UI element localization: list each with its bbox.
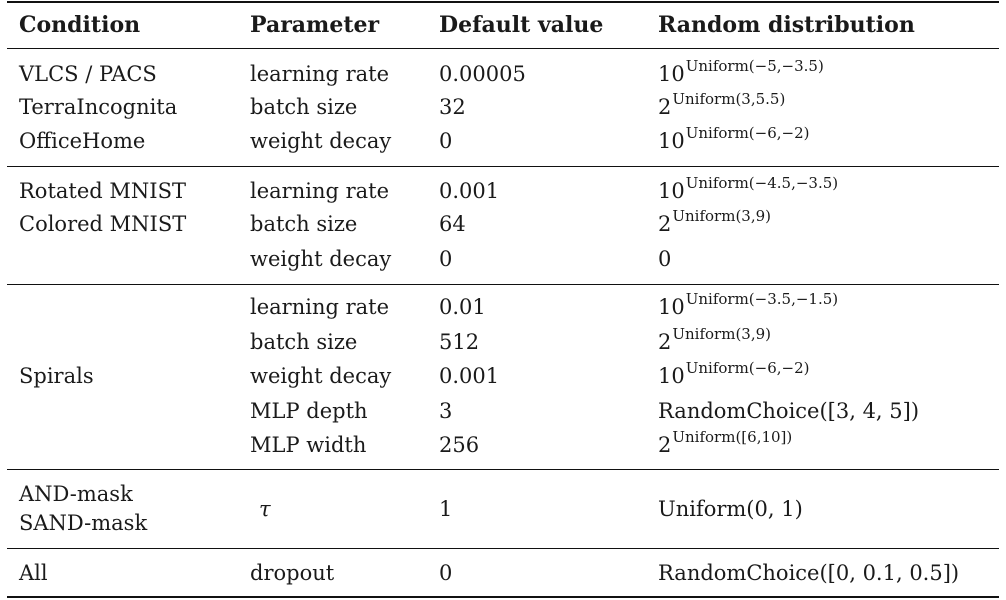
default-cell: 256 (439, 433, 480, 457)
group-rule (7, 166, 999, 167)
dist-exponent: Uniform(−5,−3.5) (685, 57, 824, 75)
default-cell: 512 (439, 330, 480, 354)
header-parameter: Parameter (250, 12, 380, 38)
parameter-cell: τ (259, 497, 271, 521)
condition-cell: SAND-mask (19, 511, 148, 535)
parameter-cell: batch size (250, 95, 358, 119)
dist-exponent: Uniform(−3.5,−1.5) (685, 290, 839, 308)
dist-base: 2 (658, 433, 672, 457)
header-rule (7, 48, 999, 49)
dist-base: 2 (658, 212, 672, 236)
parameter-cell: weight decay (250, 247, 392, 271)
parameter-cell: learning rate (250, 179, 390, 203)
distribution-cell: Uniform(0, 1) (658, 497, 803, 521)
bottom-rule (7, 596, 999, 598)
default-cell: 3 (439, 399, 453, 423)
dist-base: 10 (658, 62, 685, 86)
condition-cell: VLCS / PACS (19, 62, 157, 86)
parameter-cell: dropout (250, 561, 335, 585)
distribution-cell: 2Uniform(3,5.5) (658, 92, 785, 119)
dist-exponent: Uniform(−6,−2) (685, 359, 810, 377)
condition-cell: AND-mask (19, 482, 133, 506)
dist-exponent: Uniform(3,5.5) (672, 90, 786, 108)
distribution-cell: 10Uniform(−3.5,−1.5) (658, 292, 838, 319)
group-rule (7, 284, 999, 285)
distribution-cell: 10Uniform(−6,−2) (658, 126, 810, 153)
parameter-cell: batch size (250, 212, 358, 236)
parameter-cell: weight decay (250, 364, 392, 388)
default-cell: 0 (439, 247, 453, 271)
parameter-cell: MLP width (250, 433, 367, 457)
distribution-cell: RandomChoice([0, 0.1, 0.5]) (658, 561, 960, 585)
header-condition: Condition (19, 12, 141, 38)
parameter-cell: learning rate (250, 62, 390, 86)
condition-cell: All (19, 561, 48, 585)
distribution-cell: 2Uniform(3,9) (658, 209, 771, 236)
default-cell: 32 (439, 95, 466, 119)
default-cell: 0.01 (439, 295, 486, 319)
dist-exponent: Uniform([6,10]) (672, 428, 793, 446)
parameter-cell: MLP depth (250, 399, 368, 423)
parameter-cell: weight decay (250, 129, 392, 153)
distribution-cell: RandomChoice([3, 4, 5]) (658, 399, 920, 423)
dist-base: 2 (658, 95, 672, 119)
default-cell: 1 (439, 497, 453, 521)
dist-base: 10 (658, 179, 685, 203)
distribution-cell: 10Uniform(−6,−2) (658, 361, 810, 388)
dist-base: 10 (658, 129, 685, 153)
dist-base: 2 (658, 330, 672, 354)
default-cell: 0.00005 (439, 62, 526, 86)
condition-cell: Rotated MNIST (19, 179, 186, 203)
default-cell: 0.001 (439, 179, 500, 203)
parameter-cell: learning rate (250, 295, 390, 319)
condition-cell: Spirals (19, 364, 94, 388)
default-cell: 0 (439, 561, 453, 585)
header-random-distribution: Random distribution (658, 12, 915, 38)
condition-cell: OfficeHome (19, 129, 146, 153)
dist-exponent: Uniform(3,9) (672, 325, 772, 343)
distribution-cell: 10Uniform(−4.5,−3.5) (658, 176, 838, 203)
dist-base: 10 (658, 295, 685, 319)
group-rule (7, 469, 999, 470)
distribution-cell: 2Uniform(3,9) (658, 327, 771, 354)
condition-cell: Colored MNIST (19, 212, 187, 236)
distribution-cell: 2Uniform([6,10]) (658, 430, 792, 457)
dist-exponent: Uniform(−6,−2) (685, 124, 810, 142)
default-cell: 0 (439, 129, 453, 153)
group-rule (7, 548, 999, 549)
distribution-cell: 10Uniform(−5,−3.5) (658, 59, 824, 86)
condition-cell: TerraIncognita (19, 95, 178, 119)
parameter-cell: batch size (250, 330, 358, 354)
default-cell: 64 (439, 212, 466, 236)
top-rule (7, 1, 999, 3)
dist-exponent: Uniform(−4.5,−3.5) (685, 174, 839, 192)
distribution-cell: 0 (658, 247, 672, 271)
header-default-value: Default value (439, 12, 604, 38)
dist-exponent: Uniform(3,9) (672, 207, 772, 225)
default-cell: 0.001 (439, 364, 500, 388)
dist-base: 10 (658, 364, 685, 388)
